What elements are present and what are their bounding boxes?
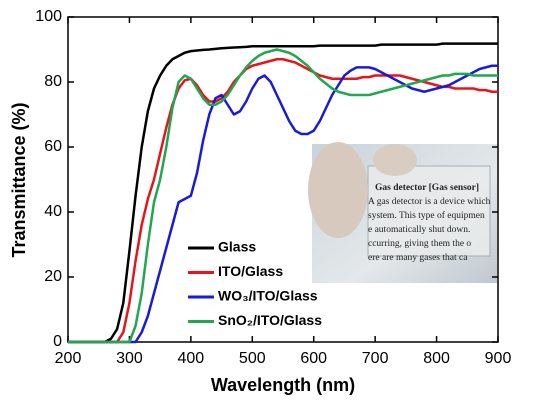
glass-slide — [367, 165, 491, 257]
y-tick-label: 80 — [44, 73, 62, 90]
plot-frame — [67, 16, 499, 343]
data-line — [68, 64, 498, 344]
data-line — [68, 48, 498, 344]
data-line — [68, 58, 498, 344]
y-tick-label: 40 — [44, 203, 62, 220]
x-tick-label: 600 — [300, 350, 327, 367]
finger — [373, 144, 417, 176]
legend-label: ITO/Glass — [218, 263, 283, 279]
x-tick-label: 900 — [485, 350, 512, 367]
y-tick-label: 100 — [35, 8, 62, 25]
legend-label: SnO₂/ITO/Glass — [218, 312, 322, 328]
data-line — [68, 42, 498, 344]
finger — [308, 142, 368, 238]
inset-text: A gas detector is a device which — [368, 197, 491, 207]
inset-text: e automatically shut down. — [368, 225, 470, 235]
x-tick-label: 700 — [362, 350, 389, 367]
inset-text: ccurring, giving them the o — [368, 239, 471, 249]
y-tick-label: 60 — [44, 138, 62, 155]
inset-text: ere are many gases that ca — [368, 253, 468, 263]
x-tick-label: 500 — [239, 350, 266, 367]
y-axis-title: Transmittance (%) — [9, 102, 29, 257]
inset-photo: Gas detector [Gas sensor] A gas detector … — [308, 142, 497, 283]
y-tick-label: 0 — [53, 333, 62, 350]
inset-text: Gas detector [Gas sensor] — [375, 183, 479, 193]
x-axis-title: Wavelength (nm) — [211, 375, 355, 395]
x-tick-label: 300 — [116, 350, 143, 367]
x-tick-label: 800 — [423, 350, 450, 367]
x-tick-label: 200 — [55, 350, 82, 367]
inset-text: system. This type of equipmen — [368, 210, 485, 221]
x-tick-label: 400 — [178, 350, 205, 367]
y-tick-label: 20 — [44, 268, 62, 285]
legend-label: WO₃/ITO/Glass — [218, 288, 318, 304]
legend-label: Glass — [218, 239, 256, 255]
